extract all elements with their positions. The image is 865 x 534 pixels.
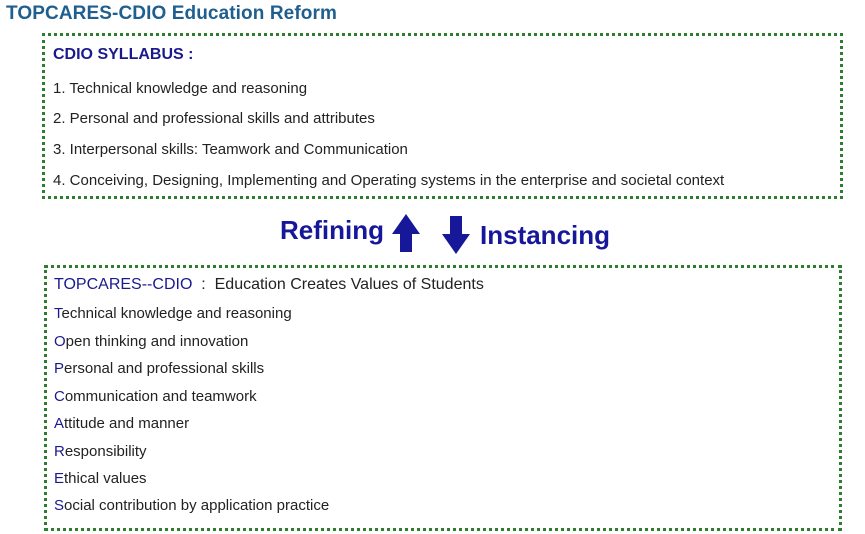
page-title: TOPCARES-CDIO Education Reform [6,3,337,24]
instancing-label: Instancing [480,220,611,250]
cdio-syllabus-box: CDIO SYLLABUS : 1. Technical knowledge a… [42,33,843,199]
item-initial: A [54,415,65,432]
item-text: echnical knowledge and reasoning [61,305,292,322]
syllabus-item-2: 2. Personal and professional skills and … [53,110,375,127]
item-text: ttitude and manner [64,415,190,432]
topcares-item: Technical knowledge and reasoning [54,305,292,322]
topcares-item: Attitude and manner [54,415,189,432]
syllabus-item-3: 3. Interpersonal skills: Teamwork and Co… [53,141,408,158]
item-initial: T [54,305,62,322]
item-initial: R [54,443,65,460]
cdio-syllabus-heading: CDIO SYLLABUS : [53,46,194,63]
item-text: esponsibility [64,443,147,460]
item-text: thical values [64,470,147,487]
topcares-item: Open thinking and innovation [54,333,248,350]
item-text: ocial contribution by application practi… [64,497,330,514]
item-initial: P [54,360,65,377]
topcares-item: Ethical values [54,470,147,487]
topcares-item: Personal and professional skills [54,360,264,377]
topcares-brand: TOPCARES--CDIO [54,276,193,293]
topcares-item: Communication and teamwork [54,388,257,405]
up-arrow-icon [392,214,420,252]
item-initial: C [54,388,65,405]
item-text: ommunication and teamwork [64,388,257,405]
item-initial: S [54,497,65,514]
syllabus-item-1: 1. Technical knowledge and reasoning [53,80,308,97]
topcares-item: Social contribution by application pract… [54,497,329,514]
syllabus-item-4: 4. Conceiving, Designing, Implementing a… [53,172,725,189]
down-arrow-icon [442,216,470,254]
topcares-item: Responsibility [54,443,147,460]
topcares-heading-text: : Education Creates Values of Students [192,276,484,293]
item-text: pen thinking and innovation [65,333,249,350]
topcares-box: TOPCARES--CDIO : Education Creates Value… [44,265,842,531]
item-text: ersonal and professional skills [64,360,265,377]
item-initial: O [54,333,66,350]
item-initial: E [54,470,65,487]
refining-label: Refining [280,215,384,245]
topcares-heading: TOPCARES--CDIO : Education Creates Value… [54,276,484,294]
